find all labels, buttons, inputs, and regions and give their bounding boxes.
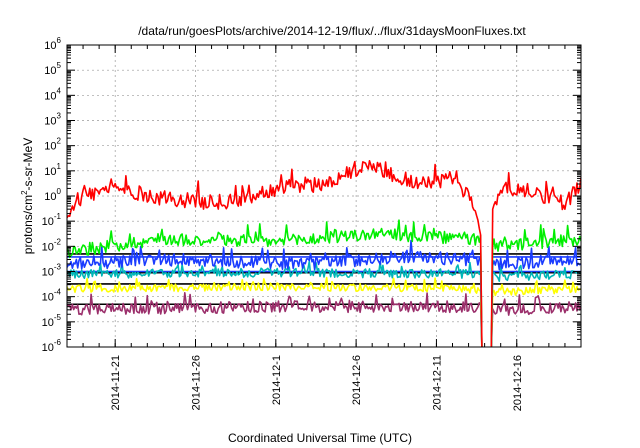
y-tick-label: 102	[44, 137, 61, 153]
y-tick-label: 10-2	[42, 237, 62, 253]
y-tick-label: 101	[44, 162, 61, 178]
y-tick-exponent: 6	[57, 36, 62, 45]
y-tick-exponent: -5	[54, 313, 62, 322]
series-line	[67, 239, 581, 347]
chart-title: /data/run/goesPlots/archive/2014-12-19/f…	[138, 24, 526, 38]
y-tick-base: 10	[42, 342, 54, 354]
y-axis-label-sup: 2	[20, 190, 29, 195]
y-tick-base: 10	[42, 216, 54, 228]
y-tick-label: 10-5	[42, 313, 62, 329]
y-tick-exponent: -2	[54, 237, 62, 246]
series-line	[67, 260, 581, 347]
y-tick-exponent: -3	[54, 263, 62, 272]
y-tick-base: 10	[44, 141, 56, 153]
y-tick-label: 103	[44, 112, 61, 128]
y-tick-exponent: -4	[54, 288, 62, 297]
y-tick-base: 10	[44, 116, 56, 128]
y-tick-exponent: -6	[54, 338, 62, 347]
y-tick-label: 105	[44, 61, 61, 77]
y-tick-base: 10	[42, 317, 54, 329]
y-tick-label: 10-1	[42, 212, 62, 228]
y-tick-base: 10	[44, 40, 56, 52]
x-tick-label: 2014-11-26	[191, 355, 203, 410]
series-line	[67, 219, 581, 347]
x-tick-label: 2014-12-16	[512, 355, 524, 411]
y-axis-label-pre: protons/cm	[21, 195, 35, 254]
x-tick-label: 2014-12-11	[431, 355, 443, 410]
y-tick-label: 10-3	[42, 263, 62, 279]
y-axis-label-post: -s-sr-MeV	[21, 138, 35, 191]
y-tick-base: 10	[44, 191, 56, 203]
series-line	[67, 292, 581, 347]
y-tick-exponent: 1	[57, 162, 62, 171]
y-tick-base: 10	[44, 65, 56, 77]
y-axis: 10-610-510-410-310-210-11001011021031041…	[42, 36, 581, 354]
series-line	[67, 160, 581, 347]
y-tick-base: 10	[44, 166, 56, 178]
x-axis-label: Coordinated Universal Time (UTC)	[228, 431, 412, 445]
x-tick-label: 2014-12-6	[351, 355, 363, 405]
x-tick-label: 2014-11-21	[110, 355, 122, 410]
x-tick-label: 2014-12-1	[271, 355, 283, 405]
y-tick-label: 10-4	[42, 288, 62, 304]
y-axis-label: protons/cm2-s-sr-MeV	[20, 138, 35, 254]
y-tick-label: 106	[44, 36, 61, 52]
y-tick-label: 100	[44, 187, 61, 203]
y-tick-base: 10	[42, 292, 54, 304]
y-tick-base: 10	[44, 90, 56, 102]
y-tick-exponent: -1	[54, 212, 62, 221]
y-tick-base: 10	[42, 267, 54, 279]
y-tick-exponent: 5	[57, 61, 62, 70]
x-axis: 2014-11-21 2014-11-26 2014-12-1 2014-12-6 20…	[82, 45, 566, 411]
y-tick-label: 10-6	[42, 338, 62, 354]
y-tick-exponent: 4	[57, 86, 62, 95]
y-tick-exponent: 2	[57, 137, 62, 146]
y-tick-exponent: 3	[57, 112, 62, 121]
series-lines	[67, 160, 581, 347]
y-tick-exponent: 0	[57, 187, 62, 196]
grid	[67, 45, 581, 347]
y-tick-base: 10	[42, 241, 54, 253]
y-tick-label: 104	[44, 86, 61, 102]
series-line	[67, 276, 581, 347]
